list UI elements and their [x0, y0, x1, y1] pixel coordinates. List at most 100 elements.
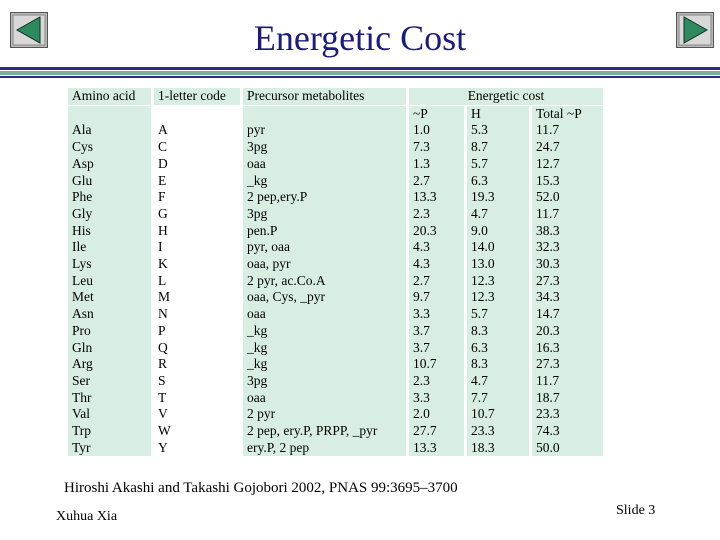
cell-cost-p: 20.3 [409, 222, 464, 240]
cell-cost-total: 14.7 [532, 306, 603, 323]
cell-cost-p: 1.0 [409, 122, 464, 140]
cell-cost-total: 24.7 [532, 139, 603, 156]
cell-cost-p: 10.7 [409, 356, 464, 373]
cell-letter-code: S [158, 372, 166, 388]
cell-cost-h: 4.7 [467, 205, 529, 223]
cell-amino-acid: Trp [68, 423, 151, 440]
header-amino-acid: Amino acid [68, 88, 151, 106]
table-header-row: Amino acid 1-letter code Precursor metab… [68, 88, 603, 106]
cell-cost-total: 34.3 [532, 289, 603, 307]
cell-cost-total: 15.3 [532, 172, 603, 190]
cell-letter-code: T [158, 389, 167, 405]
cell-cost-total: 74.3 [532, 423, 603, 440]
cell-precursor: oaa, Cys, _pyr [243, 289, 406, 307]
cell-precursor: pyr [243, 122, 406, 140]
cell-letter-code: M [158, 289, 171, 305]
cell-letter-code: F [158, 189, 166, 205]
cell-cost-p: 27.7 [409, 423, 464, 440]
cell-cost-h: 8.3 [467, 322, 529, 340]
cell-cost-p: 2.0 [409, 406, 464, 424]
table-subheader-row: ~P H Total ~P [68, 105, 603, 123]
cell-cost-p: 4.3 [409, 256, 464, 273]
cell-cost-total: 11.7 [532, 205, 603, 223]
cell-cost-total: 11.7 [532, 122, 603, 140]
cell-cost-total: 27.3 [532, 272, 603, 290]
cell-amino-acid: Leu [68, 272, 151, 290]
cell-cost-p: 2.3 [409, 205, 464, 223]
cell-letter-code: P [158, 322, 166, 338]
cell-letter-code: Y [158, 439, 168, 455]
cell-letter-code: Q [158, 339, 168, 355]
cell-amino-acid: Tyr [68, 439, 151, 457]
cell-cost-total: 52.0 [532, 189, 603, 206]
cell-amino-acid: Phe [68, 189, 151, 206]
cell-precursor: 3pg [243, 372, 406, 390]
next-slide-icon [676, 12, 714, 48]
cell-cost-h: 6.3 [467, 339, 529, 357]
cell-cost-total: 18.7 [532, 389, 603, 407]
cell-cost-h: 23.3 [467, 423, 529, 440]
cell-cost-p: 3.3 [409, 389, 464, 407]
cell-cost-h: 12.3 [467, 289, 529, 307]
next-slide-button[interactable] [676, 12, 714, 48]
cell-precursor: oaa, pyr [243, 256, 406, 273]
cell-cost-p: 9.7 [409, 289, 464, 307]
cell-amino-acid: Thr [68, 389, 151, 407]
cell-cost-h: 5.3 [467, 122, 529, 140]
prev-slide-icon [10, 12, 48, 48]
cell-letter-code: H [158, 222, 168, 238]
cell-cost-h: 12.3 [467, 272, 529, 290]
cell-letter-code: L [158, 272, 167, 288]
cell-cost-p: 2.3 [409, 372, 464, 390]
prev-slide-button[interactable] [10, 12, 48, 48]
cell-amino-acid: Met [68, 289, 151, 307]
table-row: Trp W 2 pep, ery.P, PRPP, _pyr 27.7 23.3 74.3 [68, 423, 603, 440]
title-rule-bottom [0, 76, 720, 78]
cell-cost-total: 38.3 [532, 222, 603, 240]
cell-amino-acid: Val [68, 406, 151, 424]
cell-cost-p: 13.3 [409, 439, 464, 457]
cell-letter-code: W [158, 423, 171, 439]
cell-precursor: 3pg [243, 139, 406, 156]
cell-letter-code: R [158, 356, 168, 372]
table-row: Ser S 3pg 2.3 4.7 11.7 [68, 372, 603, 390]
cell-cost-h: 19.3 [467, 189, 529, 206]
cell-amino-acid: Lys [68, 256, 151, 273]
cell-cost-h: 8.3 [467, 356, 529, 373]
cell-amino-acid: Asp [68, 155, 151, 173]
cell-amino-acid: Pro [68, 322, 151, 340]
energetic-cost-table: Amino acid 1-letter code Precursor metab… [65, 88, 606, 457]
title-rule-top [0, 67, 720, 70]
cell-precursor: _kg [243, 322, 406, 340]
cell-cost-total: 11.7 [532, 372, 603, 390]
cell-amino-acid: Glu [68, 172, 151, 190]
header-energetic-cost: Energetic cost [409, 88, 603, 106]
table-row: Phe F 2 pep,ery.P 13.3 19.3 52.0 [68, 189, 603, 206]
table-row: Val V 2 pyr 2.0 10.7 23.3 [68, 406, 603, 424]
author: Xuhua Xia [56, 509, 118, 524]
table-row: Glu E _kg 2.7 6.3 15.3 [68, 172, 603, 190]
slide-title: Energetic Cost [253, 18, 467, 58]
cell-cost-h: 10.7 [467, 406, 529, 424]
cell-amino-acid: Ser [68, 372, 151, 390]
cell-cost-total: 32.3 [532, 239, 603, 257]
subheader-h: H [467, 105, 529, 123]
table-row: Gln Q _kg 3.7 6.3 16.3 [68, 339, 603, 357]
cell-precursor: pyr, oaa [243, 239, 406, 257]
table-row: Arg R _kg 10.7 8.3 27.3 [68, 356, 603, 373]
cell-letter-code: I [158, 239, 163, 255]
cell-cost-p: 3.3 [409, 306, 464, 323]
cell-precursor: _kg [243, 339, 406, 357]
cell-precursor: 2 pyr, ac.Co.A [243, 272, 406, 290]
cell-cost-h: 6.3 [467, 172, 529, 190]
header-precursor: Precursor metabolites [243, 88, 406, 106]
cell-cost-p: 1.3 [409, 155, 464, 173]
cell-cost-h: 9.0 [467, 222, 529, 240]
cell-letter-code: K [158, 256, 168, 272]
cell-cost-p: 4.3 [409, 239, 464, 257]
